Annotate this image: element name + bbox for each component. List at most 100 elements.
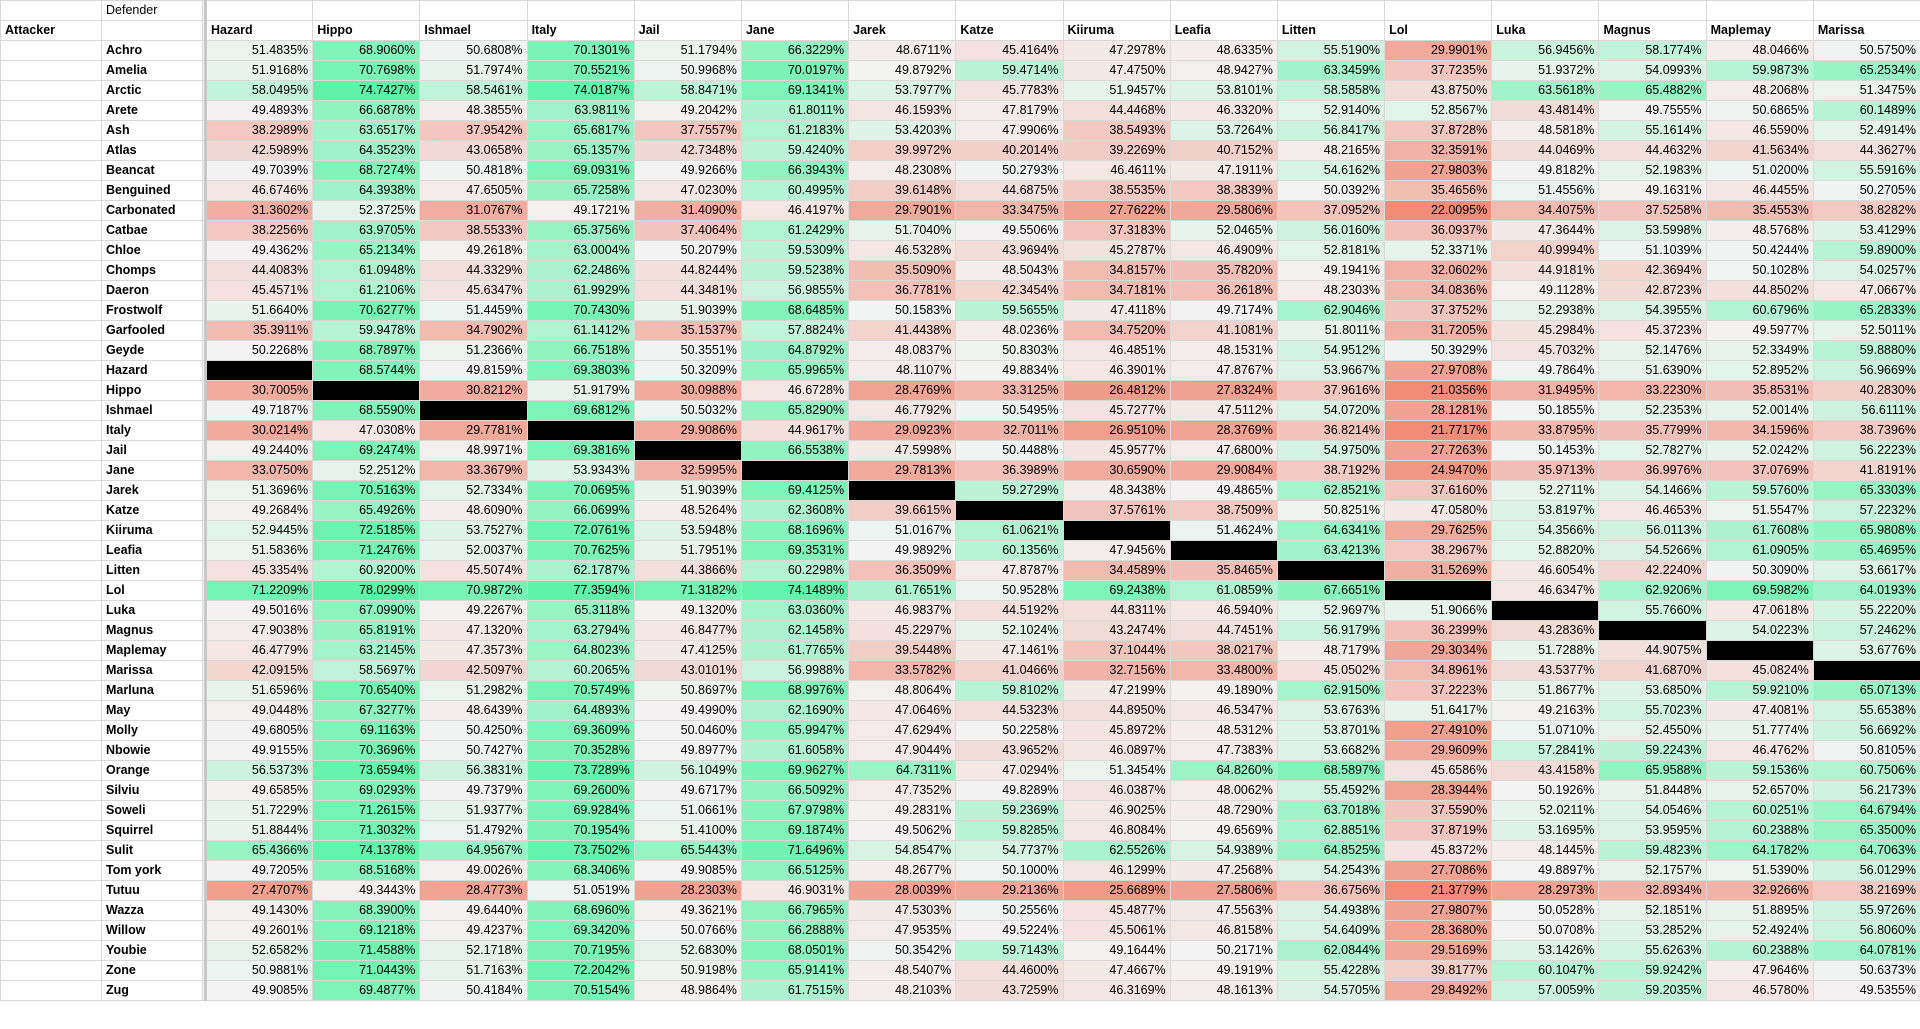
column-header[interactable]: Leafia	[1169, 20, 1278, 41]
winrate-cell[interactable]: 41.6870%	[1598, 660, 1707, 681]
winrate-cell[interactable]: 37.5258%	[1598, 200, 1707, 221]
winrate-cell[interactable]: 52.0211%	[1491, 800, 1600, 821]
winrate-cell[interactable]: 52.3371%	[1384, 240, 1493, 261]
winrate-cell[interactable]: 56.0113%	[1598, 520, 1707, 541]
winrate-cell[interactable]: 52.1757%	[1598, 860, 1707, 881]
attacker-name[interactable]: Arete	[101, 100, 203, 121]
winrate-cell[interactable]: 64.0781%	[1812, 940, 1920, 961]
winrate-cell[interactable]: 74.1378%	[312, 840, 421, 861]
winrate-cell[interactable]: 70.5154%	[526, 980, 635, 1001]
winrate-cell[interactable]: 38.2256%	[204, 220, 314, 241]
winrate-cell[interactable]: 51.9457%	[1062, 80, 1171, 101]
winrate-cell[interactable]: 55.5190%	[1276, 40, 1386, 61]
winrate-cell[interactable]: 46.5590%	[1705, 120, 1814, 141]
winrate-cell[interactable]: 39.8177%	[1384, 960, 1493, 981]
winrate-cell[interactable]: 46.6746%	[204, 180, 314, 201]
winrate-cell[interactable]: 46.4779%	[204, 640, 314, 661]
winrate-cell[interactable]: 52.4924%	[1705, 920, 1814, 941]
winrate-cell[interactable]: 51.8844%	[204, 820, 314, 841]
winrate-cell[interactable]: 49.7187%	[204, 400, 314, 421]
winrate-cell[interactable]: 70.5749%	[526, 680, 635, 701]
empty-cell[interactable]	[0, 180, 102, 201]
winrate-cell[interactable]: 41.0466%	[955, 660, 1064, 681]
empty-cell[interactable]	[0, 440, 102, 461]
winrate-cell[interactable]: 44.0469%	[1491, 140, 1600, 161]
winrate-cell[interactable]: 50.9198%	[633, 960, 742, 981]
winrate-cell[interactable]: 50.8251%	[1276, 500, 1386, 521]
winrate-cell[interactable]: 69.5982%	[1705, 580, 1814, 601]
winrate-cell[interactable]: 59.9210%	[1705, 680, 1814, 701]
winrate-cell[interactable]: 68.6960%	[526, 900, 635, 921]
empty-cell[interactable]	[0, 940, 102, 961]
winrate-cell[interactable]: 61.6058%	[740, 740, 850, 761]
winrate-cell[interactable]: 51.4556%	[1491, 180, 1600, 201]
winrate-cell[interactable]: 51.4100%	[633, 820, 742, 841]
winrate-cell[interactable]: 47.1320%	[419, 620, 528, 641]
winrate-cell[interactable]: 53.1695%	[1491, 820, 1600, 841]
winrate-cell[interactable]: 53.6682%	[1276, 740, 1386, 761]
winrate-cell[interactable]: 38.0217%	[1169, 640, 1278, 661]
column-header[interactable]: Ishmael	[419, 20, 528, 41]
winrate-cell[interactable]: 47.9456%	[1062, 540, 1171, 561]
winrate-cell[interactable]: 51.3454%	[1062, 760, 1171, 781]
self-matchup-cell[interactable]	[633, 440, 742, 461]
winrate-cell[interactable]: 62.8851%	[1276, 820, 1386, 841]
winrate-cell[interactable]: 51.7163%	[419, 960, 528, 981]
winrate-cell[interactable]: 49.9085%	[204, 980, 314, 1001]
winrate-cell[interactable]: 49.2042%	[633, 100, 742, 121]
winrate-cell[interactable]: 24.9470%	[1384, 460, 1493, 481]
winrate-cell[interactable]: 63.9705%	[312, 220, 421, 241]
winrate-cell[interactable]: 44.5323%	[955, 700, 1064, 721]
winrate-cell[interactable]: 29.7781%	[419, 420, 528, 441]
winrate-cell[interactable]: 45.8972%	[1062, 720, 1171, 741]
winrate-cell[interactable]: 49.4893%	[204, 100, 314, 121]
attacker-name[interactable]: Wazza	[101, 900, 203, 921]
winrate-cell[interactable]: 44.8950%	[1062, 700, 1171, 721]
winrate-cell[interactable]: 34.0836%	[1384, 280, 1493, 301]
winrate-cell[interactable]: 70.3528%	[526, 740, 635, 761]
winrate-cell[interactable]: 54.9512%	[1276, 340, 1386, 361]
winrate-cell[interactable]: 70.0197%	[740, 60, 850, 81]
empty-cell[interactable]	[0, 280, 102, 301]
winrate-cell[interactable]: 60.6796%	[1705, 300, 1814, 321]
empty-cell[interactable]	[0, 660, 102, 681]
winrate-cell[interactable]: 38.2169%	[1812, 880, 1920, 901]
winrate-cell[interactable]: 49.1430%	[204, 900, 314, 921]
winrate-cell[interactable]: 47.8787%	[955, 560, 1064, 581]
winrate-cell[interactable]: 38.3839%	[1169, 180, 1278, 201]
winrate-cell[interactable]: 64.6341%	[1276, 520, 1386, 541]
winrate-cell[interactable]: 38.5533%	[419, 220, 528, 241]
winrate-cell[interactable]: 69.2474%	[312, 440, 421, 461]
winrate-cell[interactable]: 50.9968%	[633, 60, 742, 81]
winrate-cell[interactable]: 71.4588%	[312, 940, 421, 961]
winrate-cell[interactable]: 63.4213%	[1276, 540, 1386, 561]
winrate-cell[interactable]: 35.7799%	[1598, 420, 1707, 441]
winrate-cell[interactable]: 46.4653%	[1598, 500, 1707, 521]
winrate-cell[interactable]: 67.9798%	[740, 800, 850, 821]
winrate-cell[interactable]: 65.1357%	[526, 140, 635, 161]
winrate-cell[interactable]: 45.4571%	[204, 280, 314, 301]
attacker-name[interactable]: Katze	[101, 500, 203, 521]
winrate-cell[interactable]: 68.1696%	[740, 520, 850, 541]
winrate-cell[interactable]: 50.2556%	[955, 900, 1064, 921]
winrate-cell[interactable]: 29.7901%	[848, 200, 957, 221]
winrate-cell[interactable]: 50.6373%	[1812, 960, 1920, 981]
winrate-cell[interactable]: 51.8895%	[1705, 900, 1814, 921]
winrate-cell[interactable]: 70.7430%	[526, 300, 635, 321]
winrate-cell[interactable]: 52.8181%	[1276, 240, 1386, 261]
winrate-cell[interactable]: 58.8471%	[633, 80, 742, 101]
winrate-cell[interactable]: 72.5185%	[312, 520, 421, 541]
winrate-cell[interactable]: 67.6651%	[1276, 580, 1386, 601]
winrate-cell[interactable]: 52.7334%	[419, 480, 528, 501]
winrate-cell[interactable]: 50.0766%	[633, 920, 742, 941]
attacker-name[interactable]: Amelia	[101, 60, 203, 81]
winrate-cell[interactable]: 43.2836%	[1491, 620, 1600, 641]
winrate-cell[interactable]: 47.5303%	[848, 900, 957, 921]
empty-cell[interactable]	[1276, 0, 1386, 21]
winrate-cell[interactable]: 37.0952%	[1276, 200, 1386, 221]
winrate-cell[interactable]: 54.4938%	[1276, 900, 1386, 921]
winrate-cell[interactable]: 62.9150%	[1276, 680, 1386, 701]
winrate-cell[interactable]: 48.2165%	[1276, 140, 1386, 161]
winrate-cell[interactable]: 63.3459%	[1276, 60, 1386, 81]
winrate-cell[interactable]: 54.5705%	[1276, 980, 1386, 1001]
